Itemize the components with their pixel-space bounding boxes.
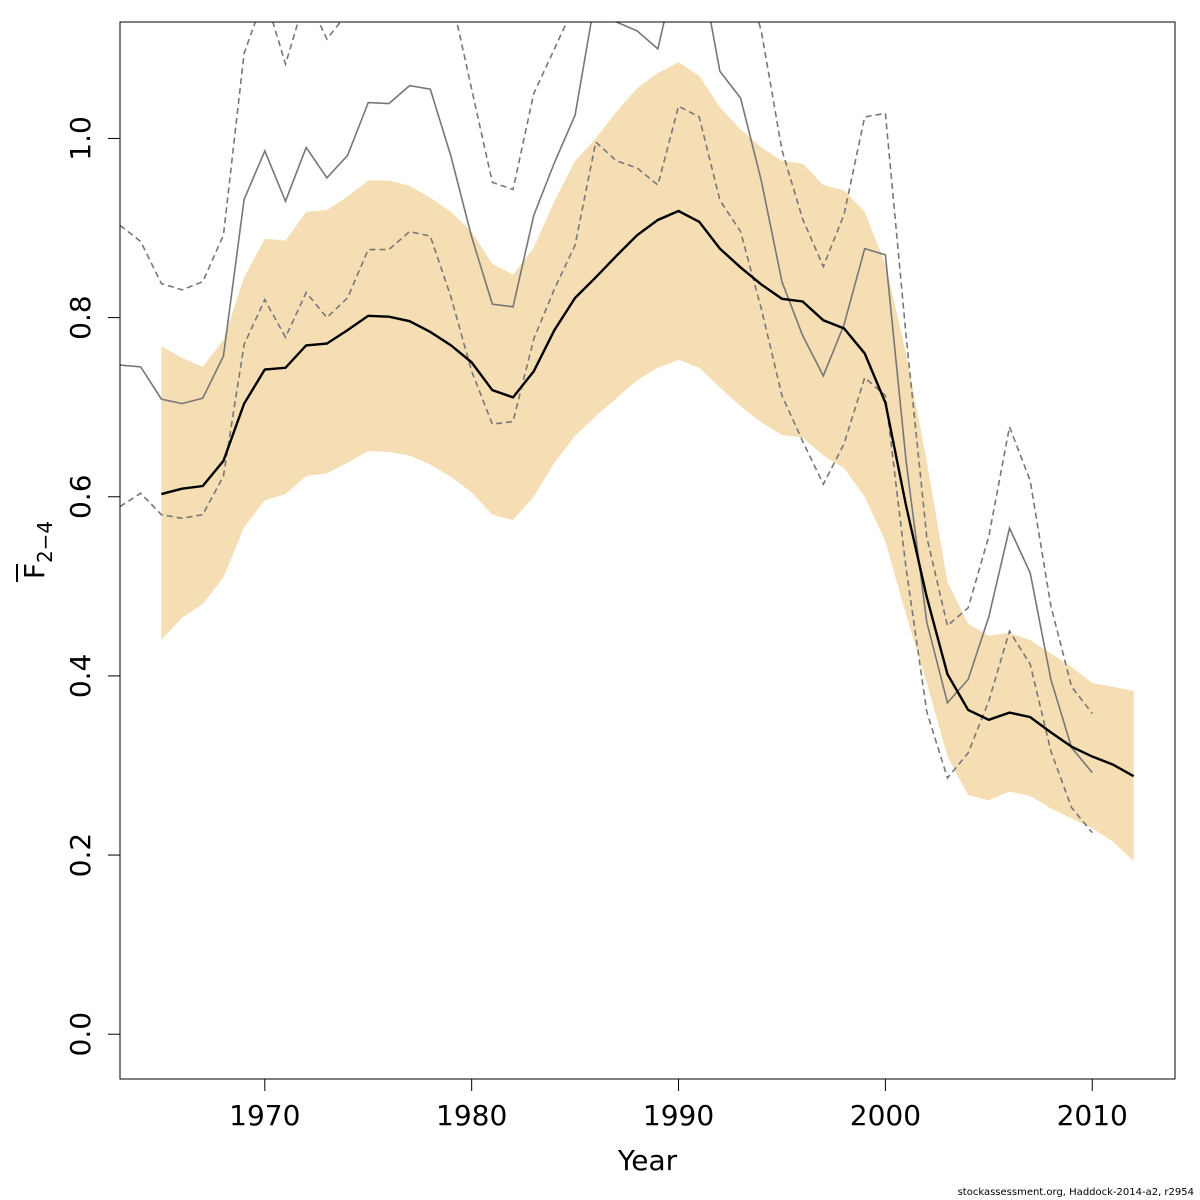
y-tick-label-2: 0.4	[64, 654, 97, 699]
y-axis-title-subscript: 2−4	[33, 521, 57, 563]
svg-text:F2−4: F2−4	[18, 521, 57, 579]
x-tick-label-2000: 2000	[850, 1099, 921, 1132]
plot-frame	[119, 21, 1176, 1080]
series-layer	[120, 22, 1135, 862]
y-tick-label-0: 0.0	[64, 1012, 97, 1057]
confidence-band	[161, 62, 1134, 862]
estimate-line	[161, 209, 1135, 778]
y-axis-title-main: F	[18, 563, 51, 579]
y-tick-label-3: 0.6	[64, 474, 97, 519]
y-tick-label-4: 0.8	[64, 295, 97, 340]
y-axis: 0.0 0.2 0.4 0.6 0.8 1.0	[64, 116, 120, 1056]
x-axis-title: Year	[617, 1144, 678, 1177]
y-tick-label-1: 0.2	[64, 833, 97, 878]
y-axis-title: F2−4	[16, 521, 57, 582]
retro-bound-line-3	[120, 105, 1093, 834]
x-tick-label-1970: 1970	[229, 1099, 300, 1132]
x-tick-label-2010: 2010	[1057, 1099, 1128, 1132]
x-axis: 1970 1980 1990 2000 2010	[229, 1079, 1128, 1132]
retro-line-1	[120, 22, 1093, 774]
source-footer: stockassessment.org, Haddock-2014-a2, r2…	[957, 1187, 1194, 1198]
retro-bound-line-2	[120, 22, 1093, 715]
y-tick-label-5: 1.0	[64, 116, 97, 161]
x-tick-label-1980: 1980	[436, 1099, 507, 1132]
x-tick-label-1990: 1990	[643, 1099, 714, 1132]
